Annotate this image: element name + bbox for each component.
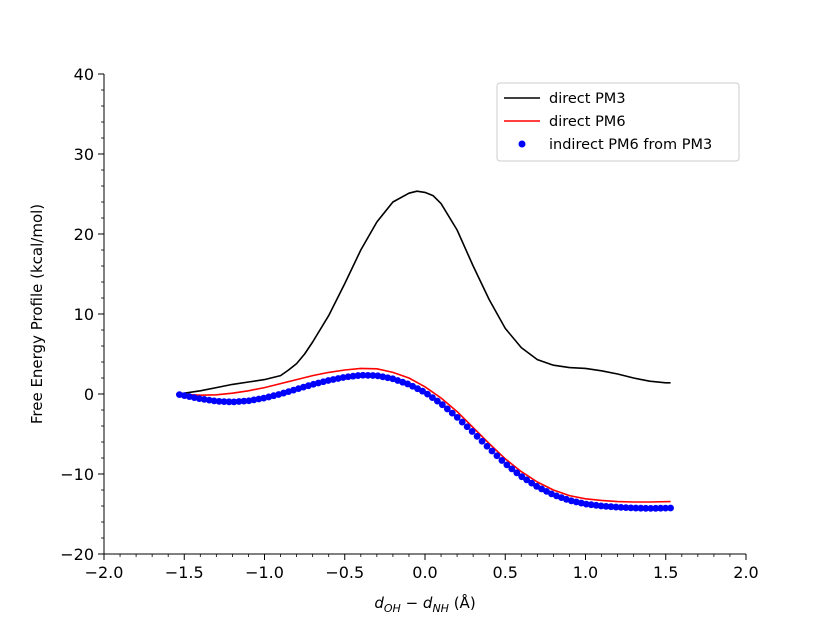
y-tick-label: −20: [60, 545, 94, 564]
scatter-point: [667, 504, 674, 512]
scatter-point: [647, 504, 655, 512]
scatter-point: [344, 373, 352, 381]
plot-area: [176, 190, 674, 512]
scatter-point: [339, 374, 347, 381]
x-tick-label: 2.0: [733, 563, 758, 582]
x-tick-label: 1.0: [573, 563, 598, 582]
scatter-point: [240, 397, 248, 405]
scatter-point: [349, 372, 357, 380]
legend: direct PM3 direct PM6 indirect PM6 from …: [496, 82, 740, 162]
y-tick-label: 20: [74, 225, 94, 244]
legend-label-direct-pm6: direct PM6: [549, 114, 626, 130]
x-tick-label: 1.5: [653, 563, 678, 582]
scatter-point: [369, 372, 377, 379]
scatter-point: [429, 394, 436, 401]
scatter-point: [458, 418, 466, 426]
scatter-point: [637, 504, 645, 512]
scatter-point: [597, 502, 605, 510]
scatter-point: [453, 413, 461, 421]
y-tick-label: 10: [74, 305, 94, 324]
x-tick-label: −1.5: [165, 563, 204, 582]
scatter-point: [210, 397, 218, 405]
scatter-point: [235, 398, 243, 405]
y-tick-label: 0: [84, 385, 94, 404]
scatter-point: [488, 447, 496, 455]
series-layer: [176, 190, 674, 512]
y-axis-label: Free Energy Profile (kcal/mol): [28, 204, 46, 424]
scatter-point: [434, 397, 441, 405]
scatter-point: [528, 479, 536, 487]
scatter-point: [483, 442, 491, 450]
x-axis-label: dOH − dNH (Å): [374, 593, 475, 615]
scatter-point: [220, 398, 228, 405]
x-tick-label: −1.0: [245, 563, 284, 582]
scatter-point: [225, 398, 233, 406]
scatter-point: [364, 371, 372, 379]
scatter-point: [473, 432, 481, 440]
series-line-1: [176, 367, 671, 503]
axes: −2.0 −1.5 −1.0 −0.5 0.0 0.5 1.0 1.5 2.0 −20 −10 0 1…: [60, 65, 758, 582]
scatter-point: [354, 372, 362, 379]
scatter-point: [617, 503, 625, 511]
scatter-point: [468, 428, 476, 435]
scatter-point: [463, 423, 471, 431]
scatter-point: [230, 398, 238, 406]
scatter-point: [657, 504, 665, 512]
scatter-point: [215, 397, 223, 405]
x-tick-label: 0.5: [493, 563, 518, 582]
scatter-point: [424, 390, 431, 398]
scatter-point: [493, 452, 501, 460]
scatter-point: [652, 504, 660, 512]
series-line-0: [176, 190, 671, 395]
legend-label-indirect-pm6: indirect PM6 from PM3: [549, 137, 712, 153]
x-ticks: −2.0 −1.5 −1.0 −0.5 0.0 0.5 1.0 1.5 2.0: [85, 554, 759, 582]
scatter-point: [523, 476, 531, 484]
scatter-point: [607, 503, 615, 511]
legend-box: [496, 82, 740, 162]
x-tick-label: 0.0: [412, 563, 437, 582]
scatter-point: [448, 409, 456, 417]
x-tick-label: −2.0: [85, 563, 124, 582]
scatter-point: [627, 504, 635, 512]
scatter-point: [518, 473, 526, 481]
scatter-point: [612, 503, 620, 511]
scatter-point: [602, 502, 610, 510]
scatter-point: [419, 387, 426, 395]
scatter-point: [503, 461, 511, 469]
scatter-point: [587, 501, 595, 509]
scatter-point: [508, 465, 516, 473]
y-tick-label: 40: [74, 65, 94, 84]
y-ticks: −20 −10 0 10 20 30 40: [60, 65, 104, 564]
scatter-point: [478, 437, 486, 445]
legend-swatch-indirect-pm6: [518, 140, 526, 148]
scatter-point: [359, 371, 367, 379]
scatter-point: [582, 500, 590, 508]
scatter-point: [443, 405, 451, 413]
scatter-point: [513, 469, 521, 477]
scatter-point: [622, 504, 630, 512]
scatter-point: [438, 401, 446, 409]
scatter-point: [498, 457, 506, 464]
y-tick-label: 30: [74, 145, 94, 164]
y-tick-label: −10: [60, 465, 94, 484]
x-tick-label: −0.5: [325, 563, 364, 582]
scatter-point: [592, 501, 600, 509]
scatter-point: [632, 504, 640, 512]
scatter-point: [662, 504, 669, 512]
scatter-point: [642, 504, 650, 512]
legend-label-direct-pm3: direct PM3: [549, 91, 626, 107]
